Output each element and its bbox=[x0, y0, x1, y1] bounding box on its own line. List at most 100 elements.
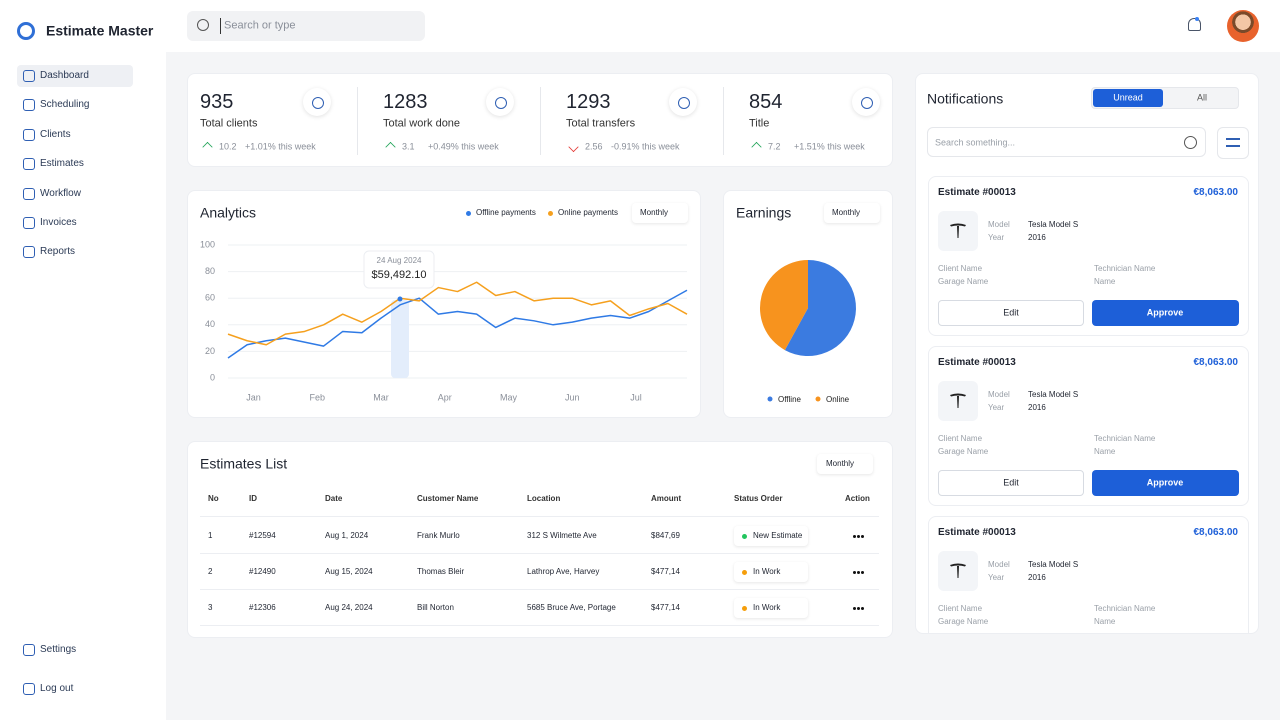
period-label: Monthly bbox=[640, 208, 669, 218]
earnings-card bbox=[723, 190, 893, 418]
stat-icon-glyph bbox=[312, 97, 324, 109]
tesla-logo bbox=[950, 223, 966, 238]
stat-change: +1.01% this week bbox=[245, 141, 316, 152]
estimates-title: Estimates List bbox=[200, 455, 288, 472]
field-label: Garage Name bbox=[938, 277, 989, 287]
cell: Lathrop Ave, Harvey bbox=[527, 567, 600, 577]
cell: #12306 bbox=[249, 603, 276, 613]
nav-icon bbox=[23, 217, 35, 229]
column-header: Date bbox=[325, 494, 343, 504]
notification-search[interactable] bbox=[927, 127, 1206, 157]
action-dot[interactable] bbox=[857, 606, 860, 610]
search-placeholder: Search or type bbox=[224, 19, 296, 32]
cell: Bill Norton bbox=[417, 603, 454, 613]
filter-button[interactable] bbox=[1217, 127, 1249, 159]
status-pill bbox=[734, 598, 808, 618]
period-select[interactable] bbox=[824, 203, 880, 223]
nav-item[interactable]: Workflow bbox=[40, 187, 81, 199]
nav-item[interactable]: Log out bbox=[40, 683, 74, 694]
field-label: Year bbox=[988, 233, 1005, 243]
divider bbox=[357, 87, 358, 155]
cell: 1 bbox=[208, 531, 213, 541]
field-label: Year bbox=[988, 573, 1005, 583]
field-value: 2016 bbox=[1028, 233, 1046, 243]
action-dot[interactable] bbox=[853, 570, 856, 574]
nav-item[interactable]: Scheduling bbox=[40, 99, 90, 111]
stat-value: 854 bbox=[749, 91, 783, 113]
edit-button[interactable] bbox=[938, 470, 1084, 496]
bell[interactable] bbox=[1188, 18, 1201, 31]
approve-label: Approve bbox=[1146, 307, 1184, 318]
car-logo bbox=[938, 211, 978, 251]
stat-icon-glyph bbox=[495, 97, 507, 109]
nav-item[interactable]: Clients bbox=[40, 128, 71, 140]
sidebar bbox=[0, 0, 166, 720]
nav-item[interactable]: Dashboard bbox=[40, 70, 89, 81]
cell: $477,14 bbox=[651, 567, 680, 577]
status-label: In Work bbox=[753, 603, 781, 613]
notification-card bbox=[928, 516, 1249, 633]
nav-icon bbox=[23, 128, 35, 141]
edit-button[interactable] bbox=[938, 300, 1084, 326]
search-box[interactable] bbox=[187, 11, 425, 41]
field-label: Name bbox=[1094, 617, 1116, 627]
stat-delta: 2.56 bbox=[585, 141, 603, 152]
tab: Unread bbox=[1113, 92, 1143, 103]
nav-item[interactable]: Invoices bbox=[40, 217, 77, 228]
cell: Aug 24, 2024 bbox=[325, 603, 373, 613]
legend-dot bbox=[548, 211, 553, 216]
caret bbox=[220, 18, 221, 34]
approve-button[interactable] bbox=[1092, 300, 1239, 326]
column-header: Amount bbox=[651, 494, 682, 504]
field-value: Tesla Model S bbox=[1028, 390, 1079, 400]
action-dot[interactable] bbox=[853, 534, 856, 538]
action-dot[interactable] bbox=[861, 570, 864, 574]
stat-delta: 10.2 bbox=[219, 141, 237, 152]
action-dot[interactable] bbox=[861, 534, 864, 538]
field-value: Tesla Model S bbox=[1028, 220, 1079, 230]
cell: Aug 15, 2024 bbox=[325, 567, 373, 577]
estimate-title: Estimate #00013 bbox=[938, 357, 1016, 368]
stat-value: 935 bbox=[200, 91, 234, 113]
period-select[interactable] bbox=[632, 203, 688, 223]
legend-label: Offline payments bbox=[476, 208, 536, 218]
nav-item[interactable]: Estimates bbox=[40, 158, 84, 170]
period-select[interactable] bbox=[817, 454, 873, 474]
tesla-glyph bbox=[950, 223, 966, 238]
tesla-glyph bbox=[950, 563, 966, 578]
action-dot[interactable] bbox=[853, 606, 856, 610]
field-label: Garage Name bbox=[938, 617, 989, 627]
tab-active[interactable] bbox=[1093, 89, 1163, 107]
cell: Aug 1, 2024 bbox=[325, 531, 369, 541]
field-value: 2016 bbox=[1028, 573, 1046, 583]
tab: All bbox=[1196, 92, 1208, 103]
filter-glyph bbox=[1226, 145, 1240, 147]
cell: #12594 bbox=[249, 531, 276, 541]
field-label: Model bbox=[988, 560, 1010, 570]
row-divider bbox=[200, 553, 879, 554]
edit-label: Edit bbox=[1003, 307, 1019, 318]
search-icon bbox=[197, 19, 209, 31]
column-header: No bbox=[208, 494, 219, 504]
action-dot[interactable] bbox=[857, 570, 860, 574]
nav-item[interactable]: Settings bbox=[40, 644, 77, 655]
notifications-panel: Notifications Unread All Search something..… bbox=[915, 73, 1259, 634]
filter-glyph bbox=[1226, 138, 1240, 140]
stat-value: 1293 bbox=[566, 91, 611, 113]
avatar[interactable] bbox=[1227, 10, 1259, 42]
column-header: Status Order bbox=[734, 494, 783, 504]
stat-label: Total transfers bbox=[566, 117, 636, 130]
search-placeholder: Search something... bbox=[935, 137, 1016, 148]
approve-button[interactable] bbox=[1092, 470, 1239, 496]
action-dot[interactable] bbox=[857, 534, 860, 538]
nav-icon bbox=[23, 644, 35, 656]
status-dot bbox=[742, 605, 747, 611]
stat-change: +0.49% this week bbox=[428, 141, 499, 152]
action-dot[interactable] bbox=[861, 606, 864, 610]
stat-change: +1.51% this week bbox=[794, 141, 865, 152]
stat-label: Total work done bbox=[383, 117, 461, 130]
field-label: Garage Name bbox=[938, 447, 989, 457]
status-pill bbox=[734, 562, 808, 582]
nav-item[interactable]: Reports bbox=[40, 246, 76, 258]
